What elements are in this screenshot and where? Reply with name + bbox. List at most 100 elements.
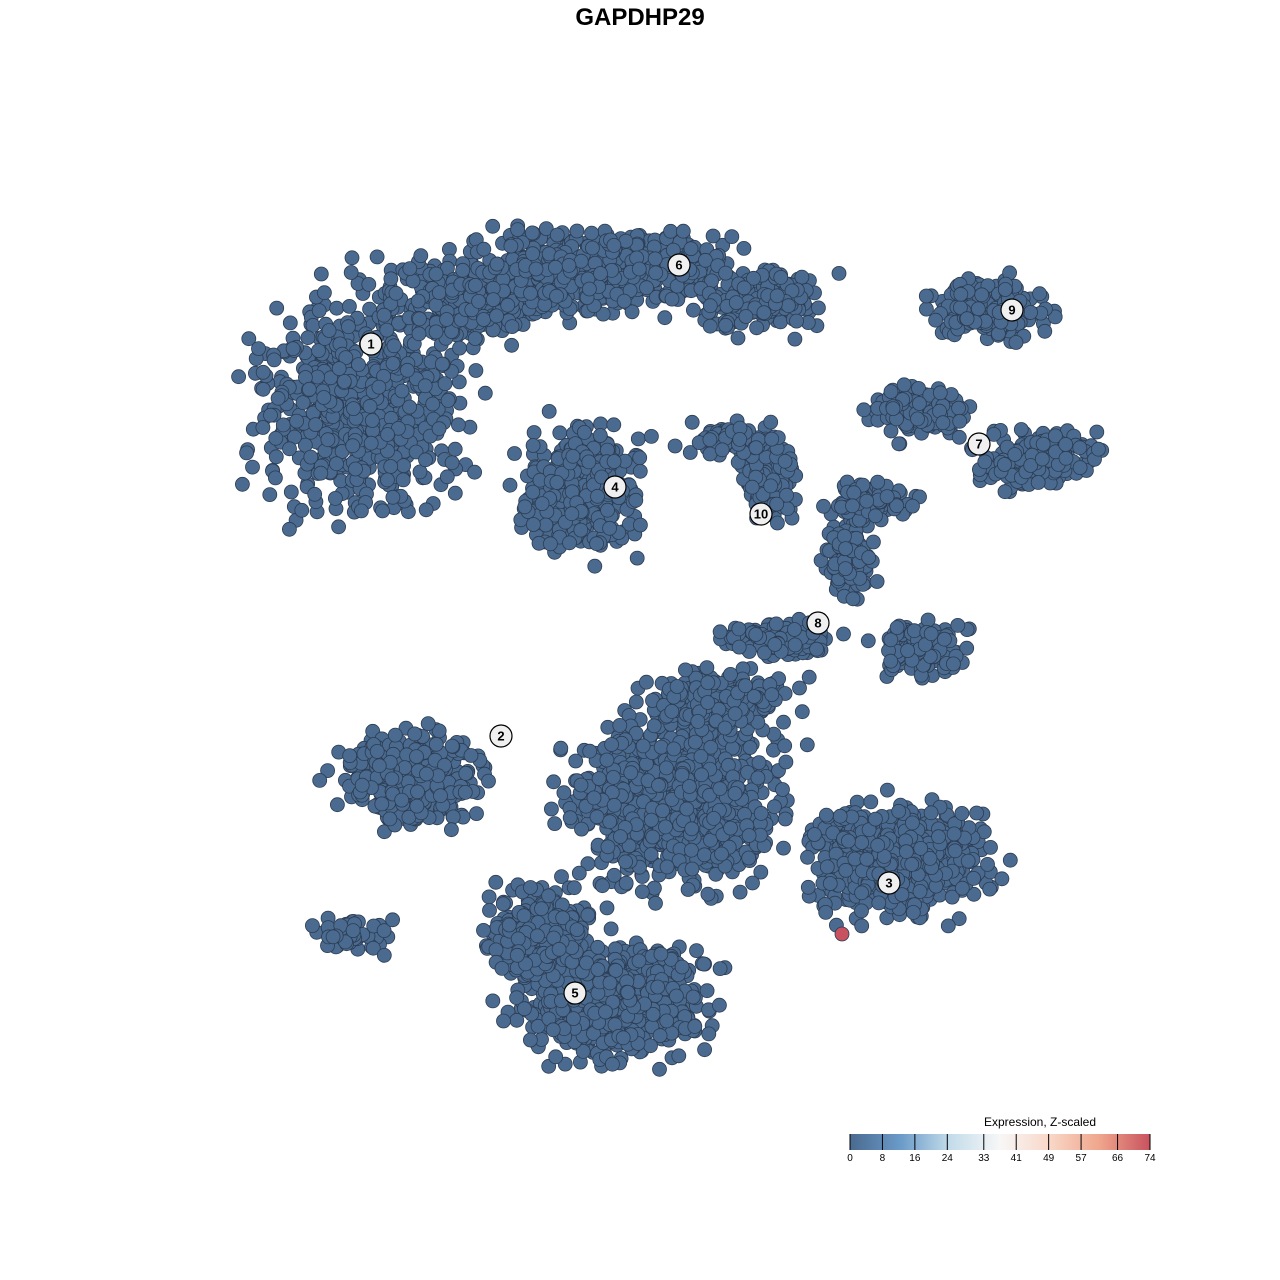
cell-point (831, 265, 847, 281)
cell-point (900, 643, 915, 658)
cell-point (345, 438, 361, 454)
cell-point (467, 277, 483, 293)
cell-point (395, 472, 411, 488)
cell-point (407, 726, 423, 742)
cell-point (467, 331, 483, 346)
cell-point (387, 727, 403, 743)
cell-point (320, 432, 336, 448)
cell-point (444, 455, 460, 471)
cell-point (382, 811, 398, 827)
cell-point (1072, 460, 1088, 476)
cell-point (686, 302, 701, 318)
cell-point (751, 755, 767, 770)
cell-point (997, 282, 1013, 297)
cell-point (394, 792, 410, 808)
cell-point (1030, 475, 1046, 490)
cell-point (664, 291, 680, 307)
cell-point (732, 884, 748, 900)
cell-point (718, 317, 734, 333)
cell-point (935, 415, 951, 431)
cell-point (1035, 436, 1051, 452)
cell-point (753, 806, 769, 821)
cell-point (504, 337, 520, 353)
cell-point (348, 461, 363, 477)
cell-point (731, 639, 747, 655)
cell-point (525, 246, 540, 262)
cell-point (409, 749, 424, 764)
cell-point (468, 363, 484, 378)
cell-point (376, 307, 392, 323)
cell-point (648, 895, 663, 911)
cell-point (589, 809, 605, 825)
cell-point (861, 550, 877, 565)
cell-point (419, 766, 434, 782)
cell-point (564, 506, 580, 522)
cell-point (268, 449, 284, 465)
cell-point (698, 252, 713, 268)
cell-point (577, 424, 592, 440)
cell-point (1089, 424, 1105, 440)
cell-point (764, 431, 780, 447)
cell-point (974, 287, 990, 303)
cell-point (455, 262, 471, 278)
cell-point (301, 381, 317, 397)
cell-point (262, 487, 278, 503)
cell-point (231, 369, 247, 385)
cell-point (439, 312, 455, 327)
cell-point (1023, 304, 1038, 320)
cell-point (266, 352, 282, 368)
cell-point (616, 293, 632, 309)
cell-point (684, 821, 700, 837)
cell-point (651, 777, 666, 793)
cell-point (606, 417, 622, 433)
cell-point (362, 398, 378, 414)
cell-point (457, 785, 473, 800)
cell-point (327, 490, 343, 506)
cell-point (687, 734, 703, 750)
cell-point (731, 621, 747, 637)
cell-point (413, 248, 429, 264)
cell-point (838, 541, 853, 556)
cell-point (417, 378, 433, 394)
cell-point (239, 445, 255, 461)
cell-point (951, 429, 967, 445)
cell-point (787, 331, 803, 347)
cell-point (524, 225, 540, 241)
cell-point (562, 535, 577, 551)
cell-point (1058, 450, 1074, 466)
cell-point (714, 846, 729, 862)
cell-point (502, 477, 518, 493)
cell-point (425, 396, 441, 412)
cell-point (263, 407, 278, 423)
cell-point (534, 496, 550, 512)
cell-point (452, 340, 467, 356)
cell-point (412, 311, 427, 327)
cell-point (562, 810, 578, 826)
cell-point (845, 498, 860, 514)
cell-point (591, 771, 607, 786)
cell-point (906, 623, 922, 639)
cell-point (606, 770, 621, 785)
cell-point (316, 390, 332, 405)
cell-point (489, 256, 505, 272)
cell-point (369, 249, 385, 265)
cell-point (763, 478, 779, 494)
cell-point (285, 341, 301, 357)
cell-point (706, 811, 722, 826)
cell-point (623, 765, 639, 781)
cell-point (659, 859, 675, 875)
cell-point (283, 484, 299, 500)
cell-point (879, 489, 895, 505)
cell-point (629, 550, 645, 566)
cell-point (245, 459, 260, 475)
cell-point (606, 237, 622, 253)
chart-title: GAPDHP29 (575, 4, 705, 31)
cell-point (353, 503, 369, 519)
cell-point (702, 432, 718, 448)
cell-point (321, 323, 337, 338)
cell-point (836, 626, 851, 642)
cell-point (303, 449, 319, 465)
cell-point (618, 875, 634, 891)
cell-point (409, 798, 425, 814)
cell-point (769, 496, 785, 512)
